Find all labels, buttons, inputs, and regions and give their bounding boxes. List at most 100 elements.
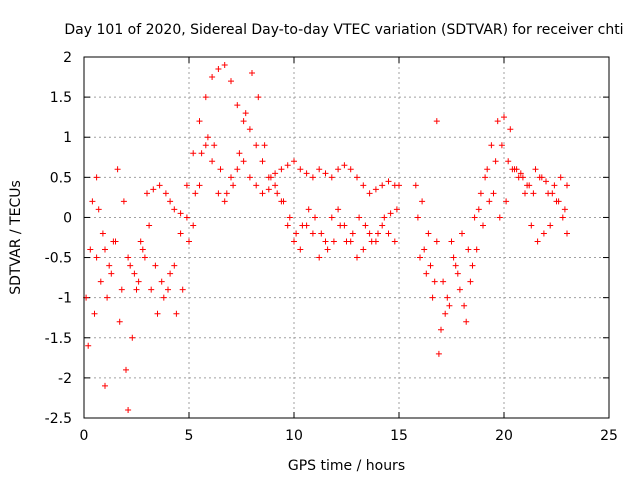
data-point bbox=[261, 142, 268, 149]
data-point bbox=[158, 278, 165, 285]
data-point bbox=[255, 94, 262, 101]
data-point bbox=[228, 174, 234, 181]
data-point bbox=[204, 134, 211, 141]
data-point bbox=[324, 246, 331, 253]
data-point bbox=[236, 150, 243, 157]
data-point bbox=[127, 262, 134, 269]
y-tick-label: -2 bbox=[58, 371, 72, 387]
data-point bbox=[486, 198, 493, 205]
data-point bbox=[547, 222, 554, 229]
data-point bbox=[196, 118, 203, 125]
data-point bbox=[114, 166, 121, 173]
data-point bbox=[555, 198, 562, 205]
data-point bbox=[366, 190, 373, 197]
y-tick-label: 0.5 bbox=[50, 170, 72, 186]
data-point bbox=[123, 366, 129, 373]
data-point bbox=[505, 158, 512, 165]
data-point bbox=[129, 334, 136, 341]
data-point bbox=[167, 198, 174, 205]
data-point bbox=[387, 210, 394, 217]
data-point bbox=[349, 230, 356, 237]
data-point bbox=[507, 126, 514, 133]
data-point bbox=[490, 190, 497, 197]
data-point bbox=[95, 206, 102, 213]
data-point bbox=[291, 158, 297, 165]
data-point bbox=[393, 206, 400, 213]
data-point bbox=[246, 174, 253, 181]
data-point bbox=[284, 162, 291, 169]
data-point bbox=[156, 182, 163, 189]
data-point bbox=[139, 246, 146, 253]
data-point bbox=[177, 230, 184, 237]
data-point bbox=[318, 230, 325, 237]
data-point bbox=[385, 230, 392, 237]
data-point bbox=[347, 238, 354, 245]
data-point bbox=[435, 350, 442, 357]
data-point bbox=[450, 254, 457, 261]
data-point bbox=[396, 182, 402, 189]
data-point bbox=[442, 310, 449, 317]
data-point bbox=[221, 62, 228, 69]
data-point bbox=[530, 190, 537, 197]
data-point bbox=[102, 246, 108, 253]
data-point bbox=[148, 286, 155, 293]
data-point bbox=[463, 318, 470, 325]
data-points bbox=[83, 62, 570, 413]
data-point bbox=[278, 198, 285, 205]
data-point bbox=[309, 230, 316, 237]
data-point bbox=[87, 246, 94, 253]
data-point bbox=[423, 270, 430, 277]
data-point bbox=[417, 254, 423, 261]
data-point bbox=[534, 238, 541, 245]
data-point bbox=[165, 286, 171, 293]
data-point bbox=[557, 174, 564, 181]
data-point bbox=[362, 222, 369, 229]
data-point bbox=[91, 310, 98, 317]
data-point bbox=[316, 166, 323, 173]
data-point bbox=[303, 170, 310, 177]
data-point bbox=[469, 262, 476, 269]
data-point bbox=[93, 254, 100, 261]
y-tick-label: 1.5 bbox=[50, 90, 72, 106]
data-point bbox=[347, 166, 354, 173]
data-point bbox=[528, 222, 535, 229]
data-point bbox=[267, 174, 274, 181]
data-point bbox=[190, 150, 197, 157]
data-point bbox=[482, 174, 489, 181]
data-point bbox=[322, 170, 329, 177]
data-point bbox=[414, 214, 421, 221]
x-axis-label: GPS time / hours bbox=[288, 458, 405, 474]
y-tick-label: 0 bbox=[63, 210, 72, 226]
data-point bbox=[202, 94, 209, 101]
data-point bbox=[118, 286, 125, 293]
data-point bbox=[438, 326, 444, 333]
data-point bbox=[253, 182, 260, 189]
data-point bbox=[106, 262, 113, 269]
data-point bbox=[461, 302, 468, 309]
data-point bbox=[278, 166, 285, 173]
data-point bbox=[549, 190, 556, 197]
data-point bbox=[223, 190, 230, 197]
data-point bbox=[209, 74, 216, 81]
data-point bbox=[465, 246, 472, 253]
data-point bbox=[477, 190, 484, 197]
data-point bbox=[259, 190, 266, 197]
data-point bbox=[253, 142, 260, 149]
data-point bbox=[524, 182, 531, 189]
data-point bbox=[99, 230, 106, 237]
data-point bbox=[215, 66, 222, 73]
data-point bbox=[85, 342, 92, 349]
data-point bbox=[240, 158, 247, 165]
data-point bbox=[515, 174, 522, 181]
data-point bbox=[379, 182, 386, 189]
data-point bbox=[484, 166, 491, 173]
data-point bbox=[444, 294, 451, 301]
data-point bbox=[372, 238, 379, 245]
data-point bbox=[330, 238, 337, 245]
data-point bbox=[177, 210, 184, 217]
data-point bbox=[316, 254, 323, 261]
plot-frame bbox=[83, 56, 610, 419]
y-tick-label: 1 bbox=[63, 130, 72, 146]
data-point bbox=[108, 270, 115, 277]
